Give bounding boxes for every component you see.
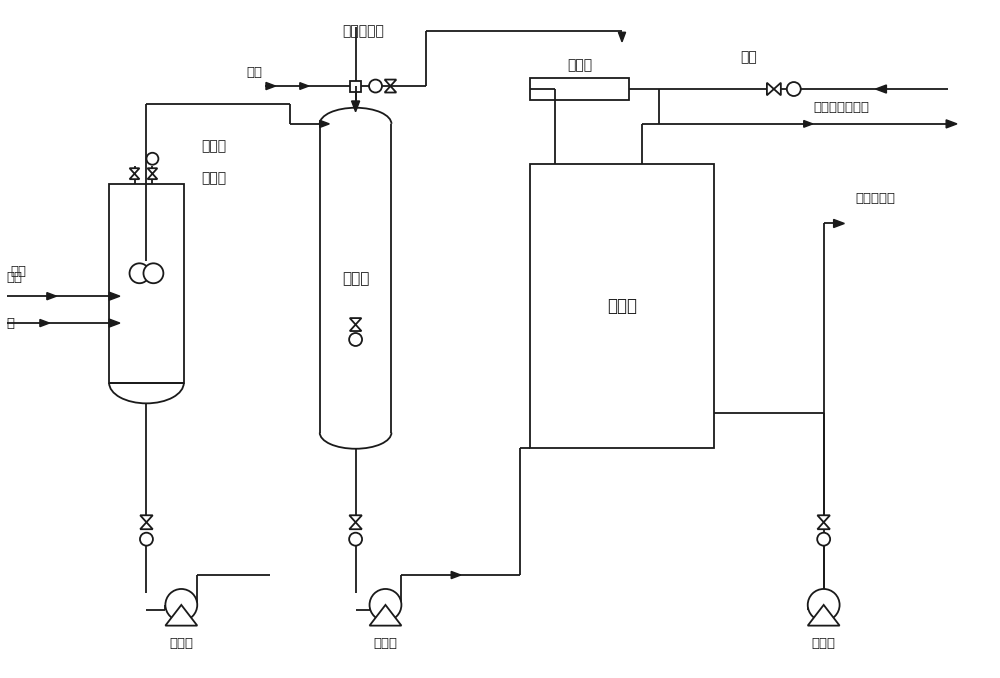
Polygon shape [834, 220, 844, 228]
Text: 液碱: 液碱 [246, 66, 262, 79]
Polygon shape [130, 174, 139, 179]
Polygon shape [350, 318, 361, 325]
Circle shape [143, 263, 163, 283]
Bar [530, 163, 714, 447]
Polygon shape [817, 515, 830, 522]
Polygon shape [148, 174, 157, 179]
Circle shape [349, 533, 362, 546]
Polygon shape [300, 83, 309, 89]
Polygon shape [40, 319, 49, 327]
Text: 去下一工段: 去下一工段 [856, 192, 896, 205]
Circle shape [369, 79, 382, 92]
Polygon shape [946, 120, 957, 128]
Bar [530, 78, 629, 100]
Bar [350, 81, 361, 92]
Circle shape [146, 153, 158, 165]
Circle shape [130, 263, 149, 283]
Polygon shape [385, 86, 396, 92]
Bar [109, 184, 184, 383]
Text: 氨气去吸收系统: 氨气去吸收系统 [814, 101, 870, 114]
Text: 加热器: 加热器 [567, 58, 592, 72]
Text: 配料器: 配料器 [342, 271, 369, 285]
Polygon shape [320, 120, 329, 127]
Circle shape [349, 333, 362, 346]
Polygon shape [109, 292, 120, 300]
Text: 谷氨酸: 谷氨酸 [201, 139, 226, 153]
Text: 甲醛: 甲醛 [741, 50, 757, 64]
Polygon shape [804, 121, 813, 127]
Polygon shape [165, 605, 197, 626]
Circle shape [370, 589, 401, 621]
Text: 打料泵: 打料泵 [169, 637, 193, 650]
Polygon shape [140, 515, 153, 522]
Text: 反应器: 反应器 [607, 297, 637, 315]
Circle shape [817, 533, 830, 546]
Circle shape [165, 589, 197, 621]
Text: 谷氨酸: 谷氨酸 [201, 172, 226, 186]
Polygon shape [140, 522, 153, 530]
Text: 液碱: 液碱 [6, 271, 22, 284]
Polygon shape [808, 605, 840, 626]
Polygon shape [148, 168, 157, 174]
Polygon shape [767, 83, 774, 96]
Polygon shape [130, 168, 139, 174]
Polygon shape [352, 101, 360, 112]
Text: 水: 水 [6, 317, 14, 330]
Polygon shape [618, 33, 626, 42]
Polygon shape [774, 83, 781, 96]
Circle shape [808, 589, 840, 621]
Polygon shape [350, 325, 361, 331]
Text: 液碱: 液碱 [10, 265, 26, 278]
Text: 氧化钠溶液: 氧化钠溶液 [343, 24, 384, 38]
Polygon shape [349, 515, 362, 522]
Polygon shape [47, 293, 56, 300]
Polygon shape [266, 83, 276, 89]
Circle shape [787, 82, 801, 96]
Polygon shape [109, 319, 120, 327]
Circle shape [140, 533, 153, 546]
Polygon shape [817, 522, 830, 530]
Polygon shape [385, 79, 396, 86]
Text: 打料泵: 打料泵 [812, 637, 836, 650]
Polygon shape [349, 522, 362, 530]
Text: 打料泵: 打料泵 [373, 637, 397, 650]
Polygon shape [370, 605, 401, 626]
Polygon shape [876, 85, 886, 93]
Polygon shape [451, 572, 461, 578]
